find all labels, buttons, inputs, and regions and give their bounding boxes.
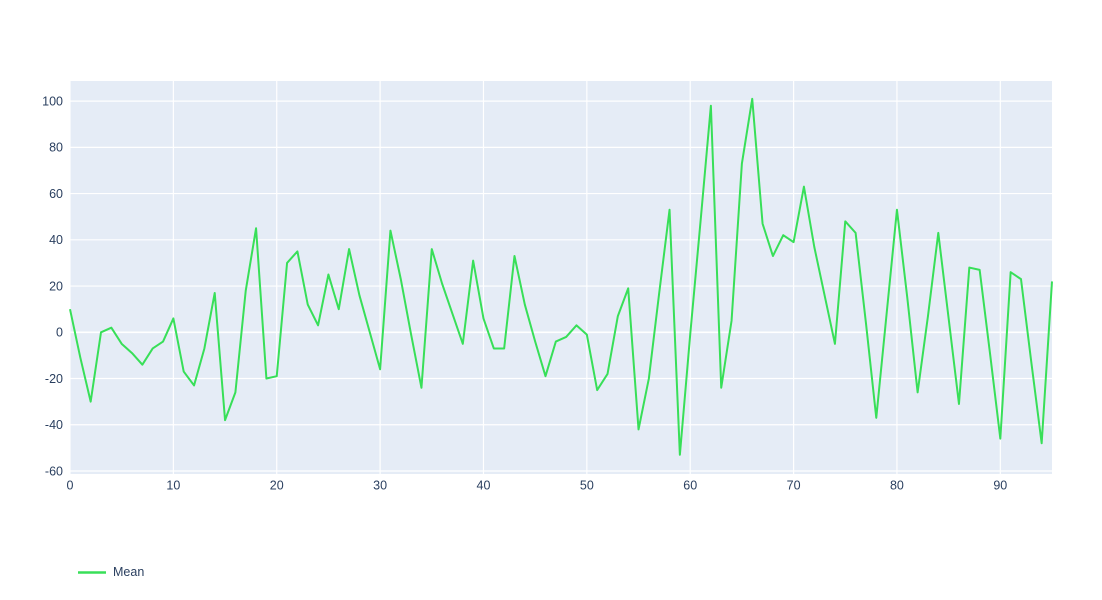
series-line-mean[interactable] — [69, 97, 1053, 456]
x-tick-label: 10 — [166, 479, 180, 493]
y-tick-label: 80 — [49, 141, 63, 155]
x-tick-label: 90 — [993, 479, 1007, 493]
x-tick-label: 80 — [890, 479, 904, 493]
x-tick-label: 30 — [373, 479, 387, 493]
x-tick-label: 60 — [683, 479, 697, 493]
y-tick-label: 0 — [56, 326, 63, 340]
legend-label: Mean — [113, 565, 145, 579]
y-tick-label: 100 — [42, 94, 63, 108]
y-tick-label: 60 — [49, 187, 63, 201]
x-tick-label: 70 — [787, 479, 801, 493]
plot-area[interactable] — [70, 81, 1052, 474]
x-tick-label: 50 — [580, 479, 594, 493]
legend-item-mean[interactable]: Mean — [78, 564, 144, 580]
legend-line-swatch — [78, 570, 106, 574]
x-tick-label: 40 — [477, 479, 491, 493]
x-tick-label: 0 — [67, 479, 74, 493]
y-tick-label: -60 — [45, 464, 63, 478]
y-tick-label: 40 — [49, 233, 63, 247]
x-tick-label: 20 — [270, 479, 284, 493]
y-tick-label: -20 — [45, 372, 63, 386]
y-tick-label: -40 — [45, 418, 63, 432]
y-tick-label: 20 — [49, 279, 63, 293]
